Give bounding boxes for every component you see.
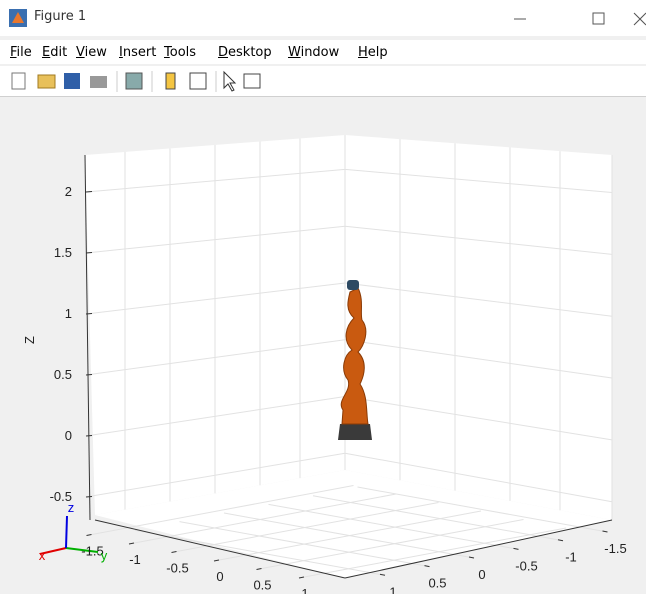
- tick-mark: [603, 531, 608, 532]
- figure-window: {"window": {"title": "Figure 1"}, "menu"…: [0, 0, 646, 594]
- menu-item[interactable]: File: [10, 45, 32, 60]
- toolbar: [0, 66, 646, 97]
- triad-label: z: [68, 500, 75, 515]
- y-tick-label: -1: [565, 550, 577, 565]
- tick-mark: [172, 552, 177, 553]
- y-tick-label: 0.5: [428, 576, 446, 591]
- menu-item[interactable]: Edit: [42, 45, 67, 60]
- print-icon[interactable]: [90, 76, 107, 88]
- new-icon[interactable]: [12, 73, 25, 89]
- menu-item[interactable]: View: [76, 45, 107, 60]
- z-tick-label: 1.5: [54, 245, 72, 260]
- tick-mark: [86, 436, 92, 437]
- z-tick-label: 1: [65, 306, 72, 321]
- tick-mark: [86, 497, 92, 498]
- window-controls[interactable]: [506, 0, 646, 36]
- triad-label: x: [39, 548, 46, 563]
- tick-mark: [87, 535, 92, 536]
- z-tick-label: 0.5: [54, 367, 72, 382]
- colorbar-icon[interactable]: [166, 73, 175, 89]
- tick-mark: [86, 192, 92, 193]
- tick-mark: [214, 560, 219, 561]
- tick-mark: [86, 375, 92, 376]
- menu-item[interactable]: Tools: [164, 45, 196, 60]
- link-icon[interactable]: [126, 73, 142, 89]
- menu-item[interactable]: Help: [358, 45, 388, 60]
- tick-mark: [469, 557, 474, 558]
- tick-mark: [425, 566, 430, 567]
- tick-mark: [86, 253, 92, 254]
- menu-item[interactable]: Insert: [119, 45, 156, 60]
- tick-mark: [514, 548, 519, 549]
- window-title: Figure 1: [34, 9, 86, 24]
- title-bar: Figure 1: [0, 0, 646, 36]
- x-tick-label: 1: [301, 586, 308, 594]
- legend-icon[interactable]: [190, 73, 206, 89]
- y-tick-label: 1: [389, 584, 396, 594]
- menu-bar: File Edit View Insert Tools Desktop Window Help: [0, 40, 646, 64]
- pointer-icon[interactable]: [224, 72, 235, 91]
- tick-mark: [129, 543, 134, 544]
- toolbar-icons: [0, 66, 300, 96]
- x-tick-label: 0: [216, 569, 223, 584]
- tick-mark: [558, 540, 563, 541]
- tick-mark: [257, 569, 262, 570]
- y-tick-label: 0: [478, 567, 485, 582]
- triad-label: y: [101, 548, 108, 563]
- open-icon[interactable]: [38, 75, 55, 88]
- close[interactable]: [634, 13, 646, 25]
- property-icon[interactable]: [244, 74, 260, 88]
- menu-item[interactable]: Window: [288, 45, 339, 60]
- x-tick-label: 0.5: [253, 578, 271, 593]
- z-tick-label: 2: [65, 184, 72, 199]
- tick-mark: [86, 314, 92, 315]
- x-tick-label: -0.5: [166, 561, 188, 576]
- axes: 21.510.50-0.5Z-1.5-1-0.500.51-1.5-1-0.50…: [0, 96, 646, 594]
- menu-item[interactable]: Desktop: [218, 45, 272, 60]
- maximize[interactable]: [593, 13, 604, 24]
- save-icon[interactable]: [64, 73, 80, 89]
- z-tick-label: 0: [65, 428, 72, 443]
- y-tick-label: -0.5: [515, 558, 537, 573]
- z-axis-label: Z: [22, 336, 37, 344]
- app-icon: [8, 8, 28, 28]
- y-tick-label: -1.5: [604, 541, 626, 556]
- tick-mark: [299, 577, 304, 578]
- x-tick-label: -1: [129, 552, 141, 567]
- tick-mark: [380, 574, 385, 575]
